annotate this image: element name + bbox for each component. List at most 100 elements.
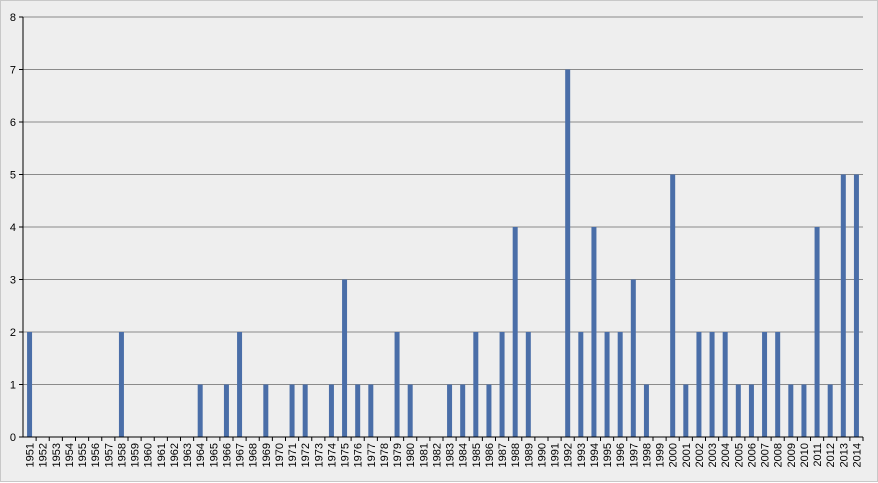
bar-1993 — [578, 332, 584, 437]
bar-1986 — [486, 384, 492, 437]
x-tick-label: 1967 — [235, 443, 247, 467]
bar-2000 — [670, 174, 676, 437]
bar-2013 — [840, 174, 846, 437]
bar-1975 — [342, 279, 348, 437]
bar-1967 — [237, 332, 243, 437]
x-tick-label: 1966 — [221, 443, 233, 467]
y-tick-label: 8 — [10, 12, 16, 24]
bar-1966 — [223, 384, 229, 437]
x-tick-label: 1960 — [143, 443, 155, 467]
x-tick-label: 1981 — [418, 443, 430, 467]
x-tick-label: 2001 — [681, 443, 693, 467]
x-tick-label: 1959 — [130, 443, 142, 467]
bar-2001 — [683, 384, 689, 437]
y-tick-label: 0 — [10, 432, 16, 444]
x-tick-label: 2013 — [838, 443, 850, 467]
x-tick-label: 2004 — [720, 443, 732, 467]
x-tick-label: 2011 — [812, 443, 824, 467]
bar-2006 — [748, 384, 754, 437]
x-tick-label: 1973 — [313, 443, 325, 467]
bar-1988 — [512, 227, 518, 437]
bar-1987 — [499, 332, 505, 437]
x-tick-label: 2009 — [786, 443, 798, 467]
x-tick-label: 1998 — [641, 443, 653, 467]
x-tick-label: 1984 — [458, 443, 470, 467]
bar-2003 — [709, 332, 715, 437]
bar-1979 — [394, 332, 400, 437]
bar-2008 — [775, 332, 781, 437]
x-tick-label: 1970 — [274, 443, 286, 467]
x-tick-label: 1955 — [77, 443, 89, 467]
bar-1996 — [617, 332, 623, 437]
x-tick-label: 1979 — [392, 443, 404, 467]
bar-1972 — [302, 384, 308, 437]
x-tick-label: 1964 — [195, 443, 207, 467]
bar-1980 — [407, 384, 413, 437]
x-tick-label: 1988 — [510, 443, 522, 467]
x-tick-label: 1980 — [405, 443, 417, 467]
y-tick-label: 5 — [10, 170, 16, 182]
x-tick-label: 1993 — [576, 443, 588, 467]
x-tick-label: 1956 — [90, 443, 102, 467]
x-tick-label: 1957 — [103, 443, 115, 467]
bar-1985 — [473, 332, 479, 437]
x-tick-label: 1975 — [340, 443, 352, 467]
x-tick-label: 1953 — [51, 443, 63, 467]
bar-1958 — [118, 332, 124, 437]
bar-1976 — [355, 384, 361, 437]
x-tick-label: 1999 — [655, 443, 667, 467]
bar-2007 — [762, 332, 768, 437]
bar-1964 — [197, 384, 203, 437]
x-tick-label: 1995 — [602, 443, 614, 467]
bar-1998 — [643, 384, 649, 437]
bar-1977 — [368, 384, 374, 437]
x-tick-label: 1985 — [471, 443, 483, 467]
bar-2004 — [722, 332, 728, 437]
x-tick-label: 1952 — [38, 443, 50, 467]
x-tick-label: 1992 — [563, 443, 575, 467]
bar-2011 — [814, 227, 820, 437]
x-tick-label: 1961 — [156, 443, 168, 467]
bar-2005 — [735, 384, 741, 437]
y-axis-ticks: 0 1 2 3 4 5 6 7 8 — [10, 12, 23, 444]
x-tick-label: 1962 — [169, 443, 181, 467]
x-tick-label: 2014 — [851, 443, 863, 467]
bar-1974 — [328, 384, 334, 437]
x-tick-label: 2007 — [760, 443, 772, 467]
bar-2002 — [696, 332, 702, 437]
y-tick-label: 7 — [10, 65, 16, 77]
x-tick-label: 1977 — [366, 443, 378, 467]
bar-1969 — [263, 384, 269, 437]
bar-1992 — [565, 69, 571, 437]
x-tick-label: 1996 — [615, 443, 627, 467]
bar-1994 — [591, 227, 597, 437]
x-tick-label: 1954 — [64, 443, 76, 467]
bar-1984 — [460, 384, 466, 437]
x-tick-label: 1976 — [353, 443, 365, 467]
y-tick-label: 2 — [10, 327, 16, 339]
x-tick-label: 2010 — [799, 443, 811, 467]
bar-2014 — [853, 174, 859, 437]
x-tick-label: 1991 — [550, 443, 562, 467]
x-tick-label: 1978 — [379, 443, 391, 467]
bar-1989 — [525, 332, 531, 437]
x-tick-label: 2008 — [773, 443, 785, 467]
y-tick-label: 3 — [10, 275, 16, 287]
bar-1997 — [630, 279, 636, 437]
x-tick-label: 1990 — [536, 443, 548, 467]
bar-1995 — [604, 332, 610, 437]
x-tick-label: 1982 — [431, 443, 443, 467]
x-tick-label: 1971 — [287, 443, 299, 467]
bar-1951 — [27, 332, 33, 437]
y-tick-label: 4 — [10, 222, 16, 234]
bar-2010 — [801, 384, 807, 437]
x-tick-label: 1972 — [300, 443, 312, 467]
bar-2009 — [788, 384, 794, 437]
x-tick-label: 2005 — [733, 443, 745, 467]
x-tick-label: 1997 — [628, 443, 640, 467]
y-tick-label: 6 — [10, 117, 16, 129]
bars — [27, 69, 859, 437]
x-tick-label: 1989 — [523, 443, 535, 467]
x-tick-label: 1968 — [248, 443, 260, 467]
